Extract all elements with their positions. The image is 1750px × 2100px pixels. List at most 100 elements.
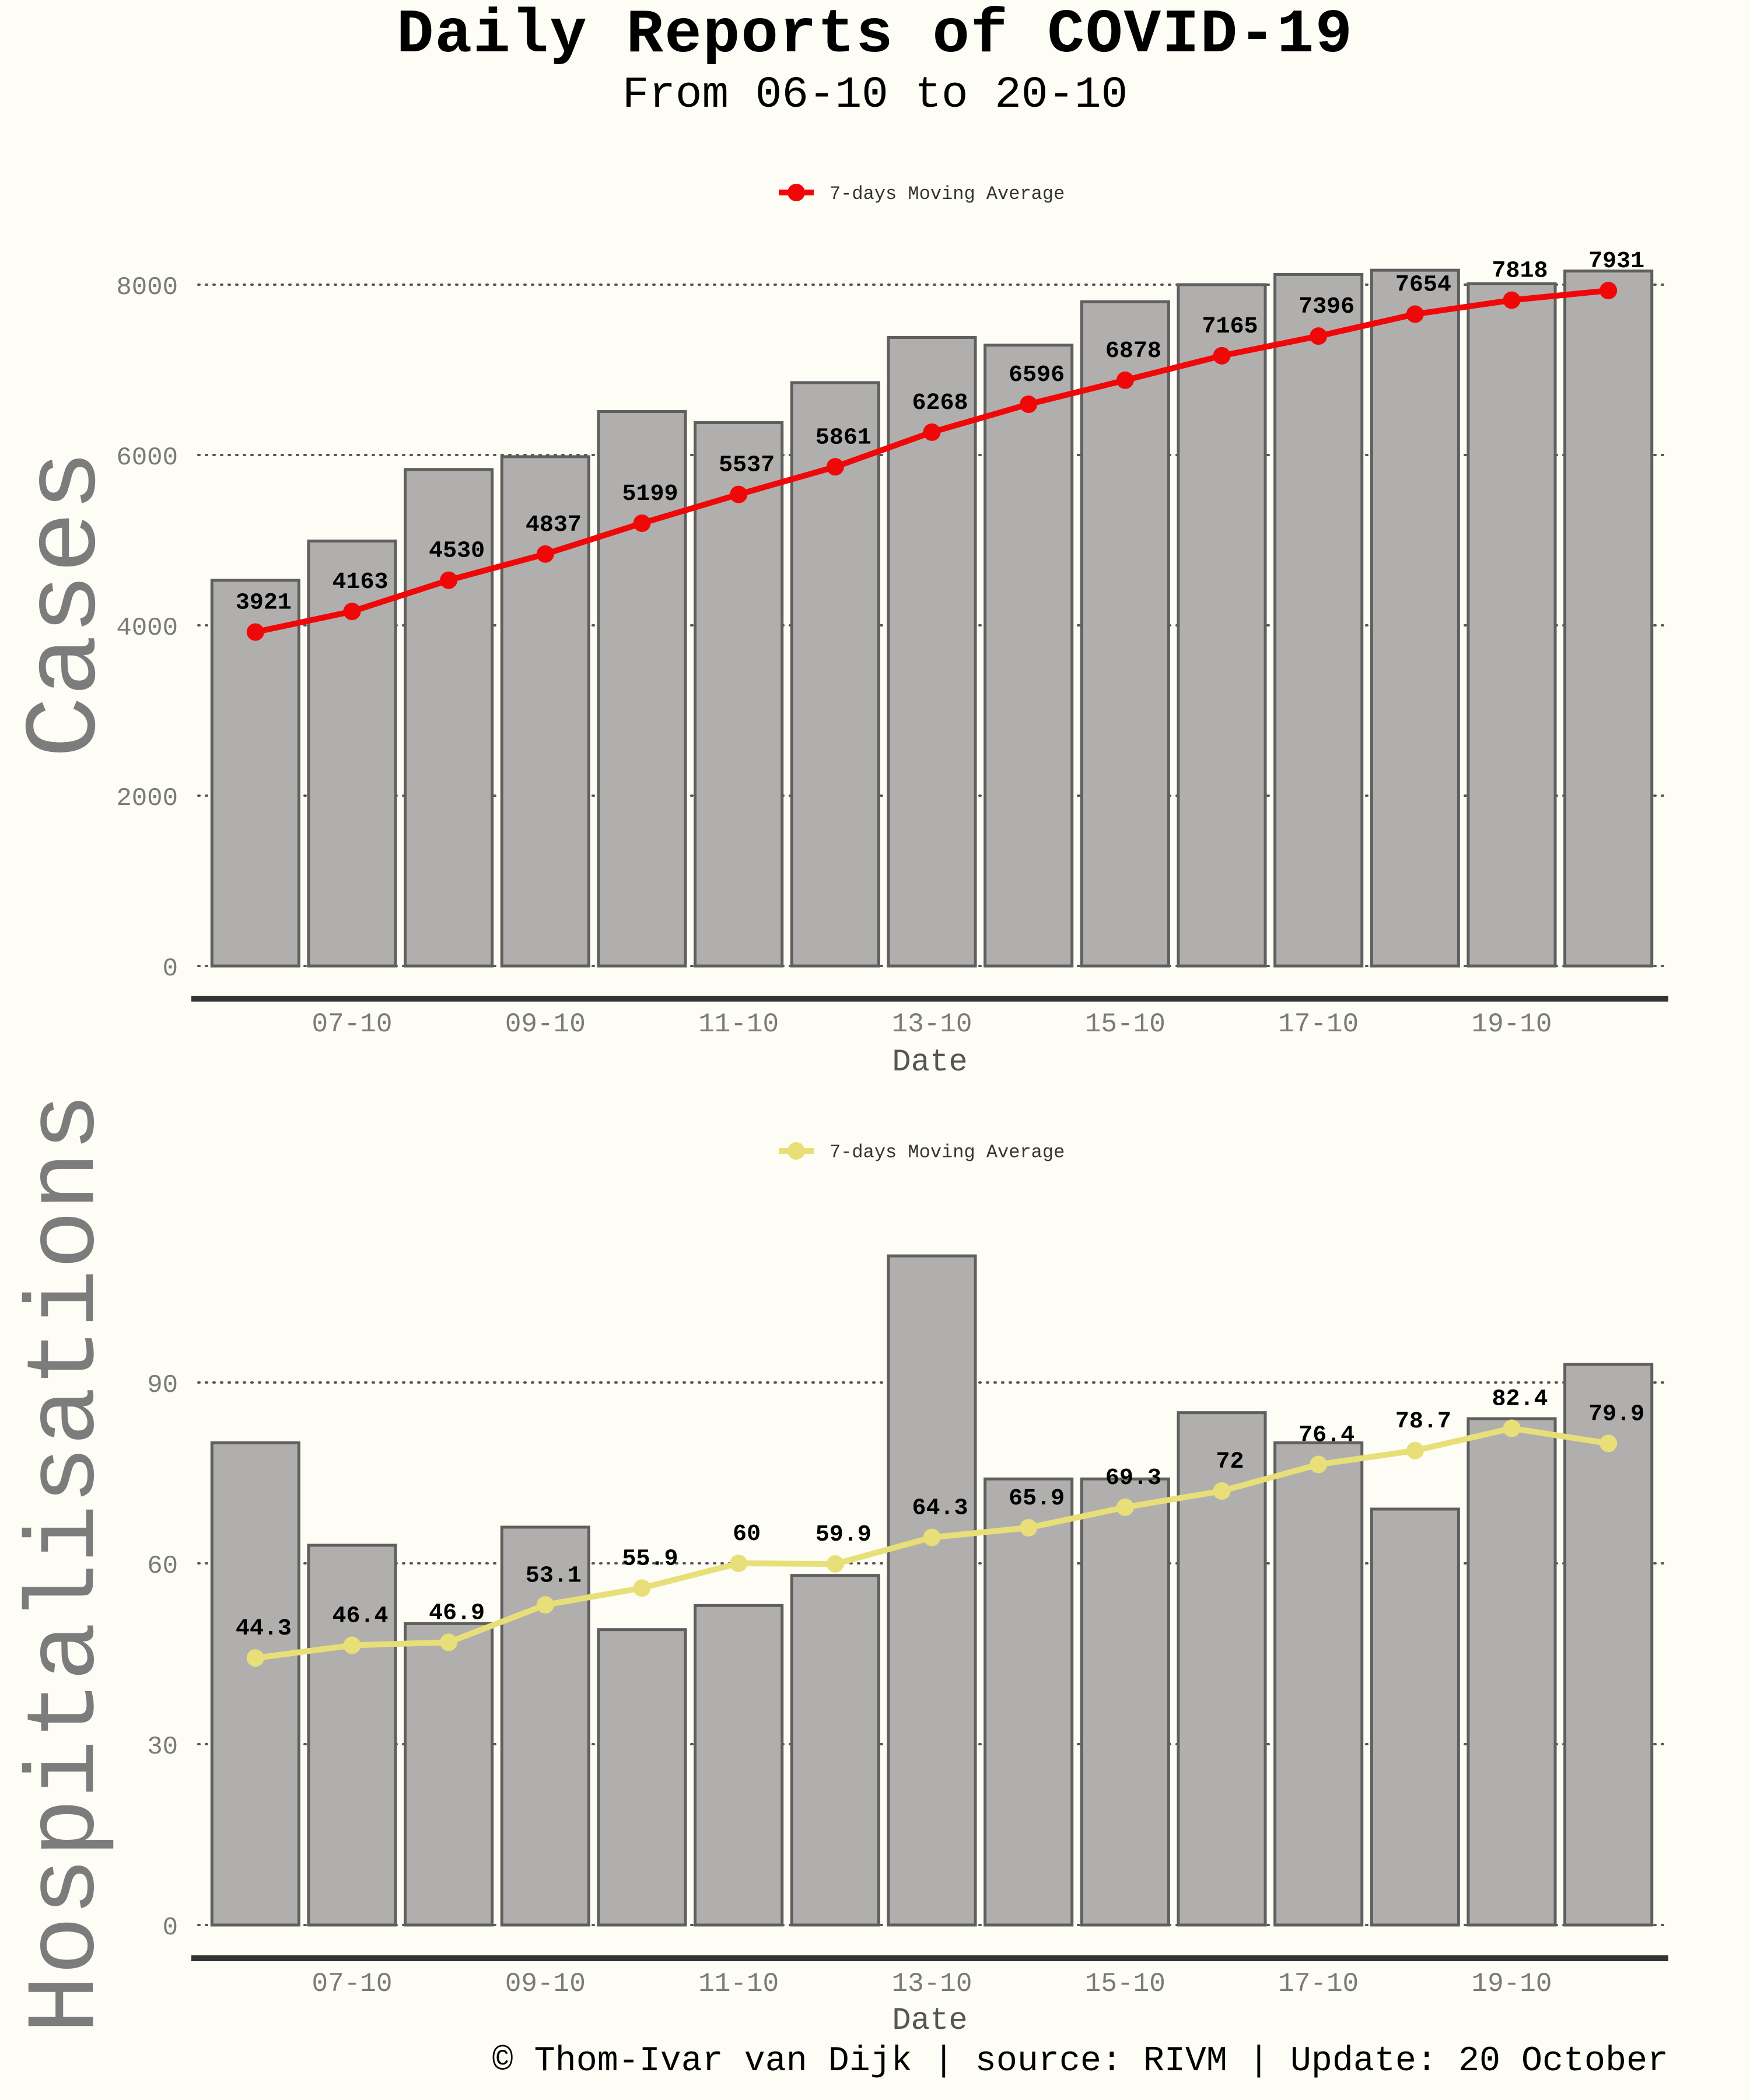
hosp-xtick-label: 17-10 [1278, 1969, 1359, 1999]
cases-average-point [633, 514, 651, 532]
hosp-data-label: 64.3 [912, 1496, 968, 1522]
cases-xtick-label: 13-10 [891, 1009, 972, 1040]
hosp-data-label: 44.3 [236, 1616, 292, 1642]
cases-ytick-label: 4000 [116, 614, 178, 643]
hosp-average-point [1020, 1519, 1038, 1537]
hosp-bar [404, 1622, 494, 1927]
hosp-ytick-label: 30 [147, 1732, 178, 1762]
hosp-data-label: 79.9 [1588, 1401, 1644, 1427]
cases-average-point [440, 571, 458, 589]
hosp-data-label: 72 [1216, 1449, 1244, 1475]
hosp-bar [210, 1441, 300, 1927]
cases-xtick-label: 15-10 [1085, 1009, 1166, 1040]
hosp-bar [1466, 1417, 1557, 1927]
hosp-data-label: 69.3 [1105, 1465, 1161, 1492]
cases-bar [1080, 300, 1170, 968]
cases-bar [1466, 282, 1557, 968]
hosp-data-label: 46.4 [332, 1604, 388, 1630]
hosp-average-point [826, 1555, 844, 1573]
hosp-average-point [343, 1636, 361, 1654]
hosp-bar [984, 1477, 1074, 1927]
cases-xtick-label: 09-10 [505, 1009, 586, 1040]
hosp-data-label: 82.4 [1492, 1387, 1548, 1413]
hosp-average-point [536, 1596, 554, 1614]
hosp-bar [1273, 1441, 1364, 1927]
hosp-data-label: 60 [733, 1521, 761, 1548]
hosp-xtick-label: 09-10 [505, 1969, 586, 1999]
hosp-bar [1563, 1363, 1654, 1927]
cases-ytick-label: 2000 [116, 784, 178, 813]
hosp-average-point [1310, 1455, 1328, 1474]
cases-xtick-label: 07-10 [312, 1009, 392, 1040]
hosp-data-label: 55.9 [622, 1546, 678, 1572]
cases-data-label: 6268 [912, 390, 968, 416]
hosp-average-point [1406, 1441, 1424, 1460]
cases-bar [1273, 272, 1364, 968]
cases-average-point [1600, 282, 1618, 300]
cases-bar [1177, 283, 1267, 968]
hosp-xtick-label: 07-10 [312, 1969, 392, 1999]
hosp-legend-label: 7-days Moving Average [830, 1142, 1065, 1163]
hosp-average-point [1600, 1434, 1618, 1452]
hosp-data-label: 46.9 [429, 1600, 485, 1626]
cases-average-point [1310, 327, 1328, 345]
cases-xaxis-title: Date [892, 1045, 968, 1080]
cases-bar [984, 344, 1074, 968]
hosp-average-point [246, 1649, 264, 1667]
cases-average-point [1213, 346, 1231, 365]
cases-legend-label: 7-days Moving Average [830, 183, 1065, 205]
cases-yaxis-title: Cases [8, 450, 125, 758]
hosp-bar [1370, 1507, 1460, 1927]
cases-average-point [1406, 305, 1424, 323]
hosp-average-point [440, 1633, 458, 1651]
chart-subtitle: From 06-10 to 20-10 [622, 70, 1128, 120]
cases-data-label: 5861 [816, 425, 872, 451]
cases-data-label: 4530 [429, 538, 485, 565]
hosp-bar [307, 1544, 397, 1927]
cases-average-point [536, 545, 554, 563]
chart-title: Daily Reports of COVID-19 [396, 0, 1354, 70]
hosp-xtick-label: 19-10 [1471, 1969, 1552, 1999]
hosp-average-point [923, 1528, 941, 1546]
hosp-legend-marker [788, 1142, 805, 1160]
cases-data-label: 7654 [1395, 272, 1451, 299]
hosp-ytick-label: 0 [163, 1913, 178, 1943]
cases-data-label: 7818 [1492, 258, 1548, 285]
hosp-average-point [1116, 1498, 1134, 1516]
cases-ytick-label: 8000 [116, 273, 178, 302]
hosp-bar [500, 1525, 590, 1927]
hosp-data-label: 76.4 [1298, 1423, 1354, 1449]
cases-average-point [730, 485, 748, 503]
hosp-bar [694, 1604, 784, 1927]
cases-data-label: 7931 [1588, 249, 1644, 275]
hosp-data-label: 53.1 [526, 1563, 582, 1589]
cases-ytick-label: 0 [163, 954, 178, 984]
cases-bar [694, 421, 784, 968]
cases-xtick-label: 11-10 [698, 1009, 779, 1040]
cases-bar [500, 455, 590, 968]
cases-data-label: 7396 [1298, 294, 1354, 320]
cases-data-label: 6596 [1009, 362, 1065, 388]
hosp-xtick-label: 11-10 [698, 1969, 779, 1999]
cases-average-point [246, 623, 264, 641]
cases-ytick-label: 6000 [116, 443, 178, 473]
hosp-data-label: 59.9 [816, 1522, 872, 1548]
hosp-average-point [633, 1579, 651, 1597]
hosp-yaxis-title: Hospitalisations [12, 1093, 123, 2034]
cases-data-label: 5199 [622, 481, 678, 508]
cases-average-point [1020, 395, 1038, 413]
hosp-xaxis-title: Date [892, 2003, 968, 2039]
hosp-average-point [1213, 1482, 1231, 1500]
cases-bar [210, 579, 300, 968]
hosp-average-point [730, 1555, 748, 1572]
cases-bar [1370, 268, 1460, 968]
hosp-data-label: 78.7 [1395, 1409, 1451, 1435]
cases-average-point [1503, 291, 1521, 309]
cases-average-point [1116, 371, 1134, 389]
hosp-bar [597, 1628, 687, 1927]
cases-bar [404, 468, 494, 968]
cases-average-point [826, 458, 844, 476]
cases-bar [597, 410, 687, 968]
